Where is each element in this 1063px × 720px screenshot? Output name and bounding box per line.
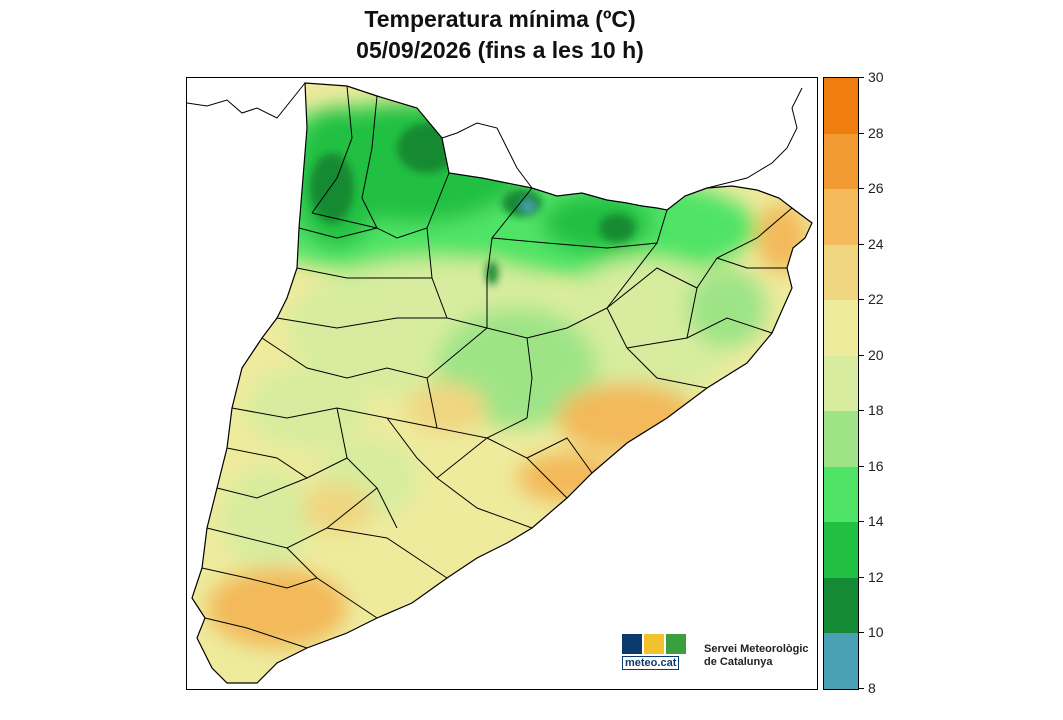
color-scale-tick-label: 8	[868, 680, 876, 696]
color-scale-tick-label: 24	[868, 235, 884, 252]
color-scale-bin	[824, 355, 858, 412]
color-scale-bin	[824, 189, 858, 245]
color-scale-bin	[824, 411, 858, 467]
map-subtitle: 05/09/2026 (fins a les 10 h)	[356, 37, 644, 63]
color-scale-tick-mark	[858, 465, 864, 467]
color-scale-tick-label: 28	[868, 124, 884, 141]
color-scale-tick-mark	[858, 132, 864, 134]
neighbour-borders	[187, 82, 803, 189]
color-scale-tick-label: 30	[868, 69, 884, 85]
service-name: Servei Meteorològic de Catalunya	[704, 643, 809, 669]
comarca-borders	[201, 85, 793, 649]
color-scale-tick-mark	[858, 188, 864, 190]
temperature-map	[186, 77, 818, 690]
color-scale-tick-label: 14	[868, 513, 884, 530]
color-scale-bin	[824, 577, 858, 634]
catalonia-map	[187, 82, 813, 684]
color-scale-tick-label: 22	[868, 291, 884, 308]
temperature-field	[192, 83, 812, 683]
catalonia-outline	[191, 82, 813, 684]
color-scale-bin	[824, 244, 858, 301]
color-scale-bar	[823, 77, 859, 690]
color-scale-tick-label: 12	[868, 568, 884, 585]
logo-sun-icon	[644, 634, 664, 654]
color-scale-tick-mark	[858, 77, 864, 78]
logo-waves-icon	[622, 634, 642, 654]
color-scale-bin	[824, 466, 858, 523]
color-scale-bin	[824, 300, 858, 356]
color-scale-bin	[824, 522, 858, 578]
color-scale-tick-mark	[858, 299, 864, 301]
color-scale-tick-label: 10	[868, 624, 884, 641]
logo-text: meteo.cat	[622, 656, 680, 670]
color-scale-bin	[824, 133, 858, 190]
color-scale-tick-mark	[858, 576, 864, 578]
color-scale-tick-label: 20	[868, 346, 884, 363]
color-scale-tick-label: 16	[868, 457, 884, 474]
color-scale-bin	[824, 78, 858, 134]
color-scale-bin	[824, 633, 858, 689]
color-scale-tick-mark	[858, 354, 864, 356]
color-scale-tick-mark	[858, 632, 864, 634]
color-scale-tick-label: 26	[868, 180, 884, 197]
color-scale-tick-mark	[858, 243, 864, 245]
service-name-line2: de Catalunya	[704, 656, 773, 668]
logo-map-icon	[666, 634, 686, 654]
color-scale-tick-label: 18	[868, 402, 884, 419]
color-scale-tick-mark	[858, 410, 864, 412]
color-scale-tick-mark	[858, 688, 864, 689]
service-name-line1: Servei Meteorològic	[704, 643, 809, 655]
map-title: Temperatura mínima (ºC)	[364, 6, 636, 32]
color-scale-tick-mark	[858, 521, 864, 523]
